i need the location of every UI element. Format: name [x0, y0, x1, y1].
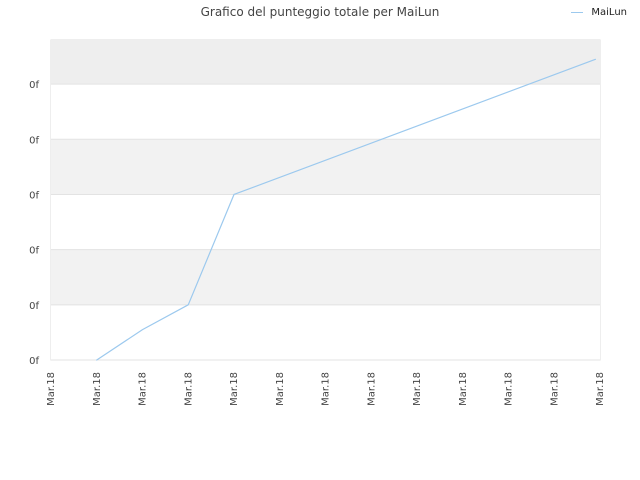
- y-tick-label: 0f: [29, 301, 39, 312]
- grid-band: [51, 139, 600, 195]
- x-tick-label: Mar.18: [92, 372, 103, 406]
- plot-grid: [51, 83, 600, 361]
- legend-swatch: [571, 12, 584, 13]
- x-tick-label: Mar.18: [412, 372, 423, 406]
- x-tick-label: Mar.18: [458, 372, 469, 406]
- grid-band: [51, 304, 600, 360]
- x-tick-label: Mar.18: [183, 372, 194, 406]
- grid-band: [51, 249, 600, 305]
- plot-series: [96, 58, 597, 361]
- y-tick-label: 0f: [29, 356, 39, 367]
- legend: MaiLun: [571, 7, 627, 18]
- y-tick-label: 0f: [29, 80, 39, 91]
- x-tick-label: Mar.18: [138, 372, 149, 406]
- series-line-mailun: [96, 58, 597, 361]
- legend-label: MaiLun: [591, 7, 627, 18]
- grid-band: [51, 194, 600, 250]
- y-ticks: 0f 0f 0f 0f 0f 0f: [29, 80, 39, 367]
- x-tick-label: Mar.18: [504, 372, 515, 406]
- plot-bands: [50, 39, 601, 361]
- x-tick-label: Mar.18: [229, 372, 240, 406]
- y-tick-label: 0f: [29, 246, 39, 257]
- x-tick-label: Mar.18: [46, 372, 57, 406]
- x-tick-label: Mar.18: [549, 372, 560, 406]
- y-tick-label: 0f: [29, 190, 39, 201]
- chart-title: Grafico del punteggio totale per MaiLun: [200, 5, 440, 19]
- grid-band: [51, 40, 600, 85]
- y-tick-label: 0f: [29, 135, 39, 146]
- x-tick-label: Mar.18: [595, 372, 606, 406]
- x-tick-label: Mar.18: [275, 372, 286, 406]
- grid-band: [51, 84, 600, 140]
- x-tick-label: Mar.18: [321, 372, 332, 406]
- x-ticks: Mar.18 Mar.18 Mar.18 Mar.18 Mar.18 Mar.18 Mar.…: [46, 372, 606, 406]
- x-tick-label: Mar.18: [366, 372, 377, 406]
